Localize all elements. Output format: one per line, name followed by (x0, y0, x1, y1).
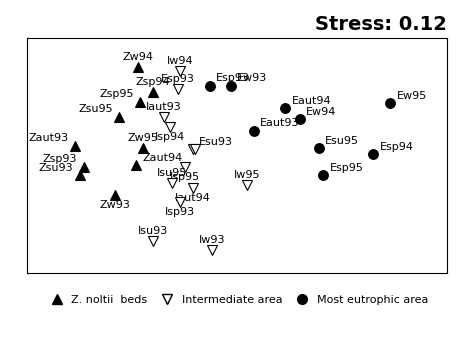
Text: Isu95: Isu95 (157, 168, 187, 178)
Text: Isp94: Isp94 (155, 132, 185, 142)
Text: Ew94: Ew94 (306, 107, 337, 117)
Text: Zsu95: Zsu95 (79, 104, 113, 114)
Text: Zaut93: Zaut93 (29, 133, 69, 143)
Text: Zw95: Zw95 (127, 133, 158, 143)
Text: Isu93: Isu93 (138, 226, 168, 236)
Text: Esp93: Esp93 (216, 73, 250, 83)
Text: Iw93: Iw93 (199, 235, 225, 245)
Text: Zaut94: Zaut94 (143, 153, 183, 163)
Text: Ew95: Ew95 (397, 91, 427, 101)
Text: Iw94: Iw94 (167, 56, 193, 66)
Legend: Z. noltii  beds, Intermediate area, Most eutrophic area: Z. noltii beds, Intermediate area, Most … (41, 290, 433, 309)
Text: Eaut94: Eaut94 (292, 96, 331, 106)
Text: Iaut94: Iaut94 (175, 193, 211, 203)
Text: Isp95: Isp95 (169, 172, 200, 182)
Text: Zsp93: Zsp93 (43, 154, 77, 164)
Text: Zsu93: Zsu93 (38, 163, 73, 173)
Text: Eaut93: Eaut93 (260, 118, 300, 128)
Text: Zw93: Zw93 (100, 200, 131, 210)
Text: Zsp94: Zsp94 (136, 77, 170, 87)
Text: Esu93: Esu93 (199, 137, 233, 147)
Text: Ew93: Ew93 (237, 73, 267, 83)
Text: Esp94: Esp94 (380, 142, 414, 152)
Text: Iaut93: Iaut93 (146, 102, 182, 112)
Text: Stress: 0.12: Stress: 0.12 (315, 15, 447, 34)
Text: Iw95: Iw95 (234, 170, 261, 180)
Text: Esp95: Esp95 (329, 163, 363, 173)
Text: Esu95: Esu95 (325, 135, 359, 145)
Text: Isp93: Isp93 (165, 206, 195, 217)
Text: Zw94: Zw94 (123, 52, 154, 62)
Text: Esp93: Esp93 (161, 74, 195, 84)
Text: Zsp95: Zsp95 (100, 90, 134, 99)
